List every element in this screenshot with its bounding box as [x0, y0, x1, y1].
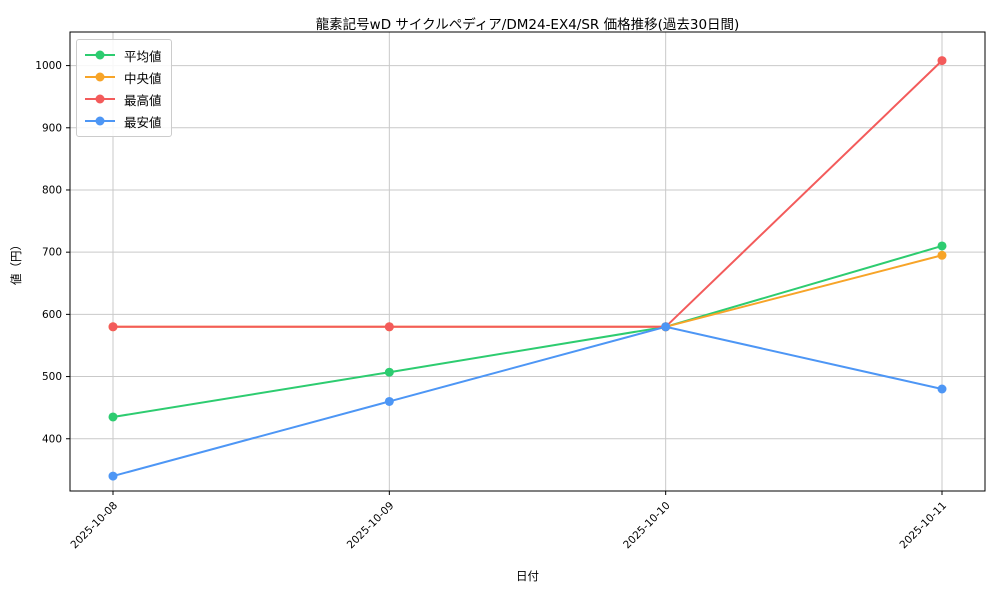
legend-item: 最安値 [84, 110, 162, 132]
data-point [937, 250, 947, 260]
series-line [112, 244, 943, 418]
data-point [108, 471, 118, 481]
plot-background [70, 32, 985, 491]
data-point [937, 384, 947, 394]
legend: 平均値中央値最高値最安値 [76, 39, 172, 137]
data-point [384, 396, 394, 406]
legend-label: 最高値 [124, 92, 162, 108]
series-line [112, 325, 943, 478]
data-point [937, 56, 947, 66]
data-point [384, 322, 394, 332]
legend-marker [85, 116, 115, 126]
x-tick-label: 2025-10-10 [621, 500, 673, 552]
y-tick-label: 500 [42, 371, 62, 383]
legend-marker [85, 72, 115, 82]
data-point [661, 322, 671, 332]
legend-label: 平均値 [124, 48, 162, 64]
x-axis-label: 日付 [516, 569, 539, 583]
x-tick-label: 2025-10-08 [68, 500, 120, 552]
legend-item: 中央値 [84, 66, 162, 88]
legend-label: 最安値 [124, 114, 162, 130]
legend-item: 最高値 [84, 88, 162, 110]
y-tick-label: 1000 [35, 60, 62, 72]
x-tick-label: 2025-10-09 [345, 500, 397, 552]
data-point [937, 241, 947, 251]
y-tick-label: 600 [42, 309, 62, 321]
legend-marker [85, 94, 115, 104]
legend-marker [85, 50, 115, 60]
chart-title: 龍素記号wD サイクルペディア/DM24-EX4/SR 価格推移(過去30日間) [315, 17, 740, 33]
data-point [108, 412, 118, 422]
series-line [112, 59, 943, 328]
legend-label: 中央値 [124, 70, 162, 86]
legend-item: 平均値 [84, 44, 162, 66]
y-tick-label: 700 [42, 247, 62, 259]
data-point [384, 367, 394, 377]
x-tick-label: 2025-10-11 [897, 500, 949, 552]
data-point [108, 322, 118, 332]
y-tick-label: 900 [42, 122, 62, 134]
y-tick-label: 400 [42, 433, 62, 445]
y-tick-label: 800 [42, 184, 62, 196]
axes-spines [69, 31, 986, 492]
